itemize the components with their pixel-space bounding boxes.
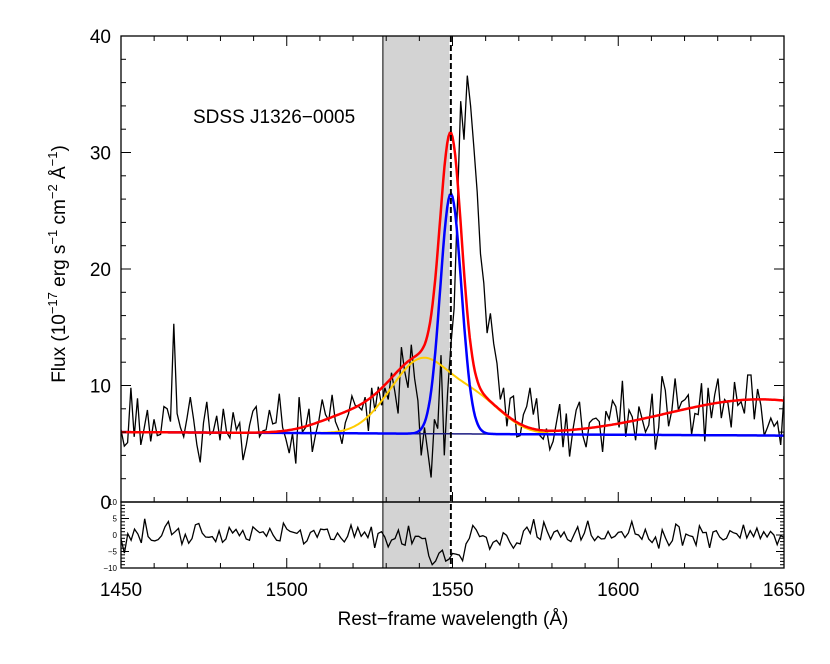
y-title-exp2: −1 bbox=[45, 230, 60, 245]
residual-tick-label: −5 bbox=[108, 548, 118, 557]
observed-spectrum-line bbox=[121, 75, 784, 478]
y-tick-label: 10 bbox=[90, 377, 111, 398]
object-name-label: SDSS J1326−0005 bbox=[193, 107, 355, 128]
y-axis-title: Flux (10−17 erg s−1 cm−2 Å−1) bbox=[45, 145, 70, 383]
y-tick-label: 40 bbox=[90, 27, 111, 48]
y-title-mid3: Å bbox=[49, 166, 70, 184]
residual-tick-label: 10 bbox=[108, 498, 117, 507]
residual-panel-frame bbox=[120, 501, 785, 569]
x-tick-label: 1550 bbox=[431, 580, 473, 601]
y-title-mid1: erg s bbox=[49, 245, 70, 293]
y-title-end: ) bbox=[49, 145, 70, 151]
frame-layer bbox=[120, 35, 785, 569]
y-tick-label: 20 bbox=[90, 260, 111, 281]
x-axis-title: Rest−frame wavelength (Å) bbox=[338, 609, 569, 630]
y-tick-label: 0 bbox=[100, 493, 111, 514]
x-tick-label: 1650 bbox=[763, 580, 805, 601]
residual-line bbox=[121, 518, 784, 566]
x-tick-label: 1500 bbox=[266, 580, 308, 601]
y-title-exp4: −1 bbox=[45, 152, 60, 167]
x-tick-label: 1600 bbox=[597, 580, 639, 601]
main-panel-layer bbox=[121, 75, 784, 478]
residual-tick-label: −10 bbox=[103, 564, 117, 573]
broad-component-line bbox=[121, 356, 784, 437]
residual-panel-layer bbox=[121, 518, 784, 566]
y-title-exp1: −17 bbox=[45, 292, 60, 314]
y-tick-label: 30 bbox=[90, 144, 111, 165]
y-title-base: Flux (10 bbox=[49, 314, 70, 383]
y-title-mid2: cm bbox=[49, 199, 70, 230]
residual-tick-label: 0 bbox=[113, 531, 118, 540]
x-tick-label: 1450 bbox=[100, 580, 142, 601]
total-model-line bbox=[121, 131, 784, 434]
residual-tick-label: 5 bbox=[113, 515, 118, 524]
y-title-exp3: −2 bbox=[45, 184, 60, 199]
